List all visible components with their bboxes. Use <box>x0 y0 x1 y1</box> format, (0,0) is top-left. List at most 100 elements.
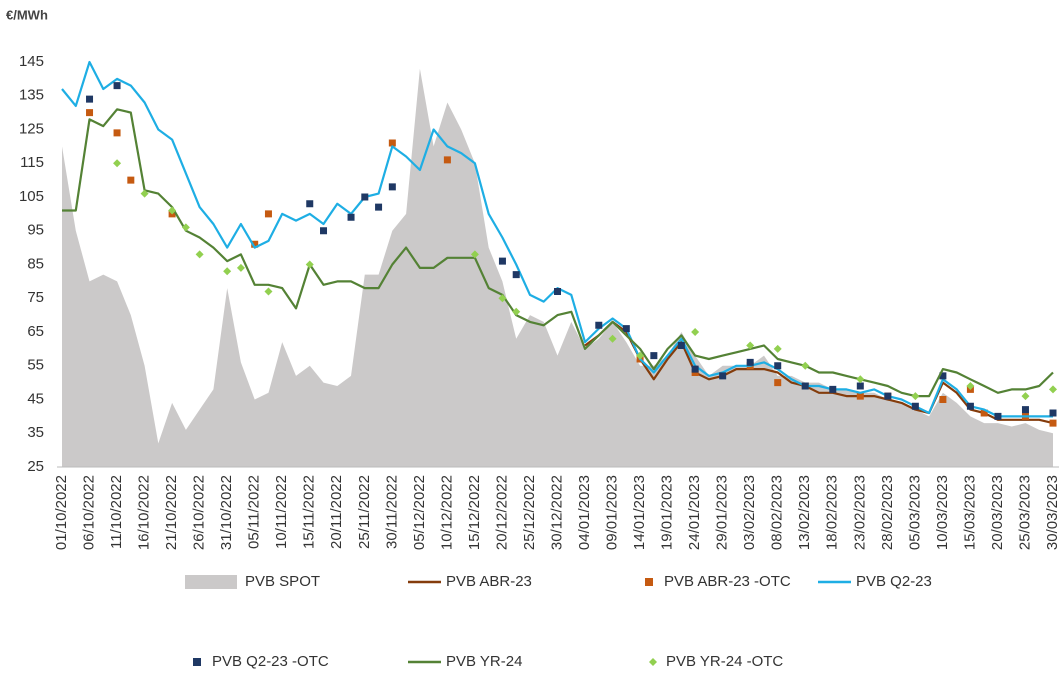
x-tick-label: 08/02/2023 <box>769 475 786 550</box>
marker <box>691 328 700 336</box>
y-tick-label: 135 <box>19 87 44 104</box>
marker <box>113 82 121 90</box>
legend-label: PVB YR-24 -OTC <box>666 653 783 670</box>
x-tick-label: 20/03/2023 <box>989 475 1006 550</box>
marker <box>306 200 314 208</box>
marker <box>113 159 122 168</box>
marker <box>746 358 754 366</box>
legend-label: PVB YR-24 <box>446 653 522 670</box>
x-tick-label: 23/02/2023 <box>851 475 868 550</box>
x-tick-label: 25/11/2022 <box>356 475 373 549</box>
marker <box>773 344 782 353</box>
x-tick-label: 13/02/2023 <box>796 475 813 550</box>
marker <box>375 203 383 211</box>
marker <box>595 321 603 329</box>
x-tick-label: 03/02/2023 <box>741 475 758 550</box>
marker <box>470 250 479 259</box>
x-tick-label: 24/01/2023 <box>686 475 703 550</box>
marker <box>1021 406 1029 414</box>
marker <box>127 176 135 184</box>
x-tick-label: 05/03/2023 <box>906 475 923 550</box>
marker <box>994 412 1002 420</box>
marker <box>774 379 782 387</box>
x-tick-label: 26/10/2022 <box>191 475 208 550</box>
marker <box>86 95 94 103</box>
x-tick-label: 01/10/2022 <box>53 475 70 550</box>
x-tick-label: 30/03/2023 <box>1044 475 1061 550</box>
marker <box>168 206 177 215</box>
marker <box>512 271 520 279</box>
line <box>62 108 1054 398</box>
marker <box>251 240 259 248</box>
x-tick-label: 16/10/2022 <box>136 475 153 550</box>
marker <box>856 382 864 390</box>
marker <box>636 351 645 360</box>
legend-label: PVB ABR-23 <box>446 573 532 590</box>
x-tick-label: 25/03/2023 <box>1016 475 1033 550</box>
x-tick-label: 20/11/2022 <box>328 475 345 549</box>
marker <box>86 109 94 117</box>
x-tick-label: 15/11/2022 <box>301 475 318 549</box>
y-tick-label: 35 <box>27 424 44 441</box>
x-tick-label: 30/11/2022 <box>383 475 400 549</box>
marker <box>181 223 190 232</box>
marker <box>966 402 974 410</box>
legend-label: PVB Q2-23 -OTC <box>212 653 329 670</box>
y-tick-label: 95 <box>27 222 44 239</box>
marker <box>236 263 245 272</box>
x-tick-label: 29/01/2023 <box>714 475 731 550</box>
marker <box>361 193 369 201</box>
marker <box>443 156 451 164</box>
legend-swatch <box>649 658 657 666</box>
x-tick-label: 15/12/2022 <box>466 475 483 550</box>
marker <box>320 227 328 235</box>
x-tick-label: 11/10/2022 <box>108 475 125 549</box>
y-tick-label: 145 <box>19 53 44 70</box>
y-tick-label: 85 <box>27 255 44 272</box>
x-tick-label: 20/12/2022 <box>493 475 510 550</box>
x-tick-label: 14/01/2023 <box>631 475 648 550</box>
marker <box>884 392 892 400</box>
marker <box>774 362 782 370</box>
marker <box>650 352 658 360</box>
marker <box>195 250 204 259</box>
x-tick-label: 18/02/2023 <box>824 475 841 550</box>
marker <box>939 372 947 380</box>
x-tick-label: 21/10/2022 <box>163 475 180 550</box>
x-tick-label: 10/12/2022 <box>438 475 455 550</box>
y-tick-label: 25 <box>27 458 44 475</box>
marker <box>498 294 507 303</box>
x-tick-label: 04/01/2023 <box>576 475 593 550</box>
y-tick-label: 45 <box>27 390 44 407</box>
marker <box>1049 419 1057 427</box>
legend-label: PVB Q2-23 <box>856 573 932 590</box>
marker <box>140 189 149 198</box>
y-tick-label: 65 <box>27 323 44 340</box>
legend-swatch <box>185 575 237 589</box>
marker <box>966 382 975 390</box>
x-tick-label: 05/11/2022 <box>246 475 263 549</box>
marker <box>856 375 865 384</box>
y-tick-label: 75 <box>27 289 44 306</box>
marker <box>113 129 121 137</box>
marker <box>719 372 727 380</box>
x-tick-label: 28/02/2023 <box>879 475 896 550</box>
x-tick-label: 25/12/2022 <box>521 475 538 550</box>
marker <box>264 287 273 296</box>
y-tick-label: 55 <box>27 357 44 374</box>
marker <box>1049 409 1057 417</box>
marker <box>856 392 864 400</box>
y-axis-label: €/MWh <box>6 7 48 22</box>
marker <box>980 409 988 417</box>
x-tick-label: 06/10/2022 <box>80 475 97 550</box>
marker <box>1021 392 1030 401</box>
marker <box>498 257 506 265</box>
x-tick-label: 05/12/2022 <box>411 475 428 550</box>
marker <box>512 307 521 316</box>
legend-label: PVB ABR-23 -OTC <box>664 573 791 590</box>
y-tick-label: 115 <box>20 154 44 171</box>
marker <box>746 341 755 350</box>
marker <box>801 361 810 370</box>
marker <box>608 334 617 343</box>
x-tick-label: 30/12/2022 <box>548 475 565 550</box>
